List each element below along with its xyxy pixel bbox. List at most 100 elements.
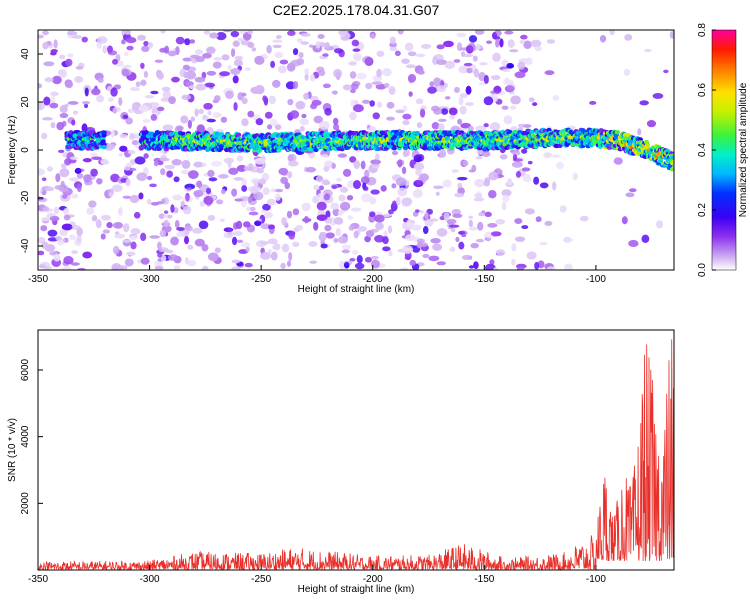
heatmap-speckle (372, 112, 381, 120)
heatmap-speckle (534, 46, 542, 52)
heatmap-speckle (628, 239, 639, 247)
heatmap-signal-cell (302, 146, 308, 151)
heatmap-speckle (250, 206, 256, 211)
heatmap-speckle (269, 118, 278, 127)
heatmap-speckle (352, 104, 364, 113)
heatmap-speckle (67, 101, 79, 105)
heatmap-speckle (458, 96, 464, 106)
heatmap-speckle (301, 113, 307, 119)
heatmap-speckle (41, 190, 47, 196)
heatmap-speckle (84, 103, 89, 109)
heatmap-speckle (348, 61, 357, 66)
heatmap-speckle (376, 68, 382, 78)
heatmap-speckle (142, 119, 151, 123)
heatmap-speckle (110, 173, 120, 183)
heatmap-speckle (506, 63, 514, 69)
heatmap-speckle (233, 177, 244, 181)
heatmap-speckle (42, 117, 53, 121)
heatmap-speckle (38, 168, 46, 176)
heatmap-speckle (174, 220, 180, 229)
heatmap-speckle (474, 178, 485, 188)
heatmap-speckle (539, 242, 548, 246)
heatmap-speckle (136, 172, 148, 182)
heatmap-speckle (286, 62, 296, 72)
heatmap-speckle (280, 176, 289, 185)
heatmap-speckle (530, 39, 542, 48)
heatmap-speckle (519, 39, 525, 45)
heatmap-speckle (313, 115, 324, 124)
heatmap-speckle (331, 185, 338, 189)
heatmap-speckle (637, 128, 642, 136)
heatmap-speckle (167, 50, 177, 57)
heatmap-speckle (220, 116, 228, 123)
heatmap-speckle (184, 236, 189, 245)
heatmap-speckle (409, 259, 416, 266)
heatmap-speckle (413, 154, 423, 163)
heatmap-speckle (414, 209, 420, 213)
heatmap-speckle (333, 123, 340, 131)
heatmap-signal-cell (143, 130, 149, 135)
heatmap-speckle (232, 40, 240, 48)
heatmap-speckle (443, 212, 450, 221)
heatmap-speckle (108, 192, 114, 198)
heatmap-speckle (468, 35, 478, 43)
heatmap-speckle (96, 178, 103, 185)
heatmap-speckle (267, 224, 275, 230)
snr-frame (37, 329, 675, 571)
heatmap-speckle (347, 215, 354, 220)
heatmap-speckle (207, 110, 212, 116)
heatmap-speckle (175, 36, 185, 45)
heatmap-speckle (454, 86, 460, 93)
heatmap-speckle (144, 95, 155, 99)
heatmap-speckle (463, 62, 473, 67)
heatmap-speckle (238, 30, 247, 35)
heatmap-speckle (415, 53, 426, 58)
heatmap-speckle (188, 84, 195, 89)
heatmap-speckle (241, 118, 249, 127)
heatmap-speckle (96, 94, 105, 103)
heatmap-speckle (210, 160, 222, 167)
heatmap-speckle (121, 68, 130, 77)
heatmap-speckle (61, 265, 72, 270)
heatmap-speckle (40, 225, 48, 232)
heatmap-speckle (232, 231, 243, 236)
bottom-x-tick-label: -150 (474, 574, 494, 585)
heatmap-speckle (391, 150, 399, 156)
heatmap-speckle (349, 88, 356, 94)
heatmap-speckle (124, 165, 131, 171)
heatmap-speckle (135, 81, 141, 87)
heatmap-speckle (40, 216, 51, 222)
heatmap-speckle (589, 101, 597, 105)
heatmap-speckle (176, 227, 185, 231)
heatmap-speckle (353, 160, 361, 169)
heatmap-speckle (402, 105, 408, 112)
heatmap-speckle (431, 122, 440, 130)
heatmap-speckle (279, 59, 289, 65)
heatmap-speckle (466, 45, 474, 54)
heatmap-speckle (475, 43, 481, 50)
heatmap-speckle (203, 195, 214, 205)
heatmap-speckle (337, 153, 347, 158)
heatmap-speckle (313, 221, 319, 231)
heatmap-speckle (52, 75, 62, 85)
heatmap-speckle (59, 168, 70, 178)
heatmap-speckle (380, 185, 387, 192)
heatmap-speckle (501, 202, 507, 211)
heatmap-speckle (495, 249, 506, 256)
heatmap-speckle (395, 196, 401, 206)
heatmap-speckle (141, 45, 150, 53)
heatmap-speckle (337, 210, 344, 216)
heatmap-speckle (471, 164, 477, 172)
heatmap-speckle (374, 214, 385, 223)
heatmap-speckle (189, 39, 196, 44)
heatmap-speckle (523, 124, 532, 128)
heatmap-speckle (230, 48, 236, 57)
heatmap-speckle (102, 45, 108, 54)
heatmap-signal-cell (159, 136, 166, 141)
heatmap-speckle (350, 207, 362, 212)
heatmap-speckle (215, 32, 227, 41)
heatmap-speckle (63, 214, 71, 221)
heatmap-signal-cell (670, 159, 674, 165)
heatmap-speckle (284, 182, 290, 190)
heatmap-speckle (357, 226, 368, 232)
